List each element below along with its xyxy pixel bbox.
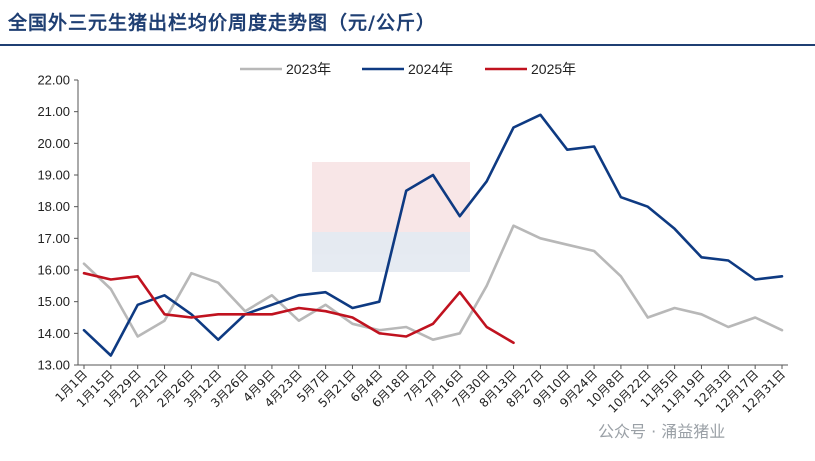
y-tick-label: 20.00 bbox=[37, 136, 70, 151]
y-tick-label: 18.00 bbox=[37, 199, 70, 214]
y-tick-label: 21.00 bbox=[37, 104, 70, 119]
y-axis-ticks: 13.00 14.00 15.00 16.00 17.00 18.00 19.00 20.00… bbox=[37, 73, 78, 373]
series-lines bbox=[82, 113, 784, 357]
y-tick-label: 14.00 bbox=[37, 326, 70, 341]
y-tick-label: 15.00 bbox=[37, 294, 70, 309]
x-axis-ticks: 1月1日1月15日1月29日2月12日2月26日3月12日3月26日4月9日4月… bbox=[52, 365, 788, 416]
watermark-text: 公众号 · 涌益猪业 bbox=[598, 422, 726, 441]
mysteel-background-logo bbox=[312, 162, 470, 272]
legend-label-3: 2025年 bbox=[531, 61, 576, 77]
y-tick-label: 19.00 bbox=[37, 168, 70, 183]
legend-label-2: 2024年 bbox=[408, 61, 453, 77]
y-tick-label: 17.00 bbox=[37, 231, 70, 246]
series-line-3 bbox=[82, 271, 515, 345]
series-line-2 bbox=[82, 113, 784, 357]
series-line-1 bbox=[82, 224, 784, 341]
legend: 2023年 2024年 2025年 bbox=[240, 61, 576, 77]
legend-label-1: 2023年 bbox=[286, 61, 331, 77]
y-tick-label: 13.00 bbox=[37, 358, 70, 373]
title-underline bbox=[0, 44, 815, 46]
y-tick-label: 22.00 bbox=[37, 73, 70, 88]
y-tick-label: 16.00 bbox=[37, 263, 70, 278]
chart-title: 全国外三元生猪出栏均价周度走势图（元/公斤） bbox=[8, 12, 436, 34]
